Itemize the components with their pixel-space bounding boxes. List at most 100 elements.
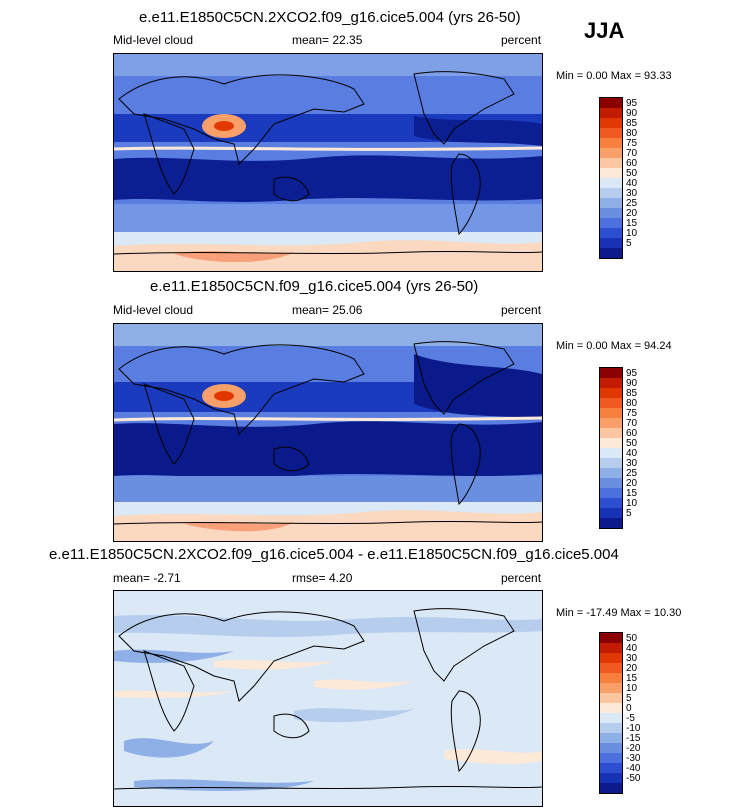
panel1-colorbar-label: 10 bbox=[626, 228, 638, 239]
panel2-left-label: Mid-level cloud bbox=[113, 303, 194, 317]
panel2-colorbar-label: 20 bbox=[626, 478, 638, 489]
panel2-colorbar-label: 50 bbox=[626, 438, 638, 449]
panel2-colorbar-swatch bbox=[600, 468, 622, 478]
panel1-colorbar-label: 85 bbox=[626, 118, 638, 129]
panel3-colorbar-label: 0 bbox=[626, 703, 632, 714]
panel1-colorbar-swatch bbox=[600, 108, 622, 118]
panel1-colorbar-label: 20 bbox=[626, 208, 638, 219]
panel1-colorbar-label: 50 bbox=[626, 168, 638, 179]
panel3-colorbar-swatch bbox=[600, 663, 622, 673]
panel3-colorbar-swatch bbox=[600, 683, 622, 693]
panel3-colorbar-swatch bbox=[600, 773, 622, 783]
panel1-colorbar-swatch bbox=[600, 158, 622, 168]
panel3-colorbar-label: 20 bbox=[626, 663, 638, 674]
panel2-title: e.e11.E1850C5CN.f09_g16.cice5.004 (yrs 2… bbox=[150, 278, 479, 295]
panel3-colorbar bbox=[599, 632, 623, 794]
panel3-colorbar-label: -30 bbox=[626, 753, 641, 764]
panel1-colorbar-swatch bbox=[600, 128, 622, 138]
panel1-colorbar-label: 15 bbox=[626, 218, 638, 229]
panel2-colorbar-swatch bbox=[600, 378, 622, 388]
panel1-colorbar-label: 40 bbox=[626, 178, 638, 189]
panel2-colorbar-label: 40 bbox=[626, 448, 638, 459]
panel3-minmax: Min = -17.49 Max = 10.30 bbox=[556, 607, 682, 619]
panel1-mean-label: mean= 22.35 bbox=[292, 33, 363, 47]
panel2-colorbar-label: 60 bbox=[626, 428, 638, 439]
panel3-colorbar-swatch bbox=[600, 633, 622, 643]
panel1-colorbar-swatch bbox=[600, 98, 622, 108]
panel2-colorbar-label: 30 bbox=[626, 458, 638, 469]
panel2-colorbar-swatch bbox=[600, 498, 622, 508]
panel1-colorbar-swatch bbox=[600, 198, 622, 208]
panel2-colorbar-swatch bbox=[600, 408, 622, 418]
panel3-map bbox=[113, 590, 543, 807]
panel2-colorbar-swatch bbox=[600, 368, 622, 378]
panel2-colorbar-swatch bbox=[600, 508, 622, 518]
panel3-colorbar-swatch bbox=[600, 753, 622, 763]
panel1-map bbox=[113, 53, 543, 272]
panel2-colorbar-label: 70 bbox=[626, 418, 638, 429]
panel1-colorbar-swatch bbox=[600, 188, 622, 198]
panel2-colorbar-swatch bbox=[600, 518, 622, 528]
panel3-units-label: percent bbox=[501, 571, 542, 585]
panel1-title: e.e11.E1850C5CN.2XCO2.f09_g16.cice5.004 … bbox=[139, 9, 521, 26]
panel2-colorbar-label: 5 bbox=[626, 508, 632, 519]
panel2-colorbar-swatch bbox=[600, 438, 622, 448]
panel1-units-label: percent bbox=[501, 33, 542, 47]
panel3-colorbar-swatch bbox=[600, 673, 622, 683]
panel1-colorbar-swatch bbox=[600, 118, 622, 128]
panel3-colorbar-swatch bbox=[600, 643, 622, 653]
panel1-colorbar-swatch bbox=[600, 238, 622, 248]
panel3-colorbar-swatch bbox=[600, 703, 622, 713]
panel2-colorbar-swatch bbox=[600, 398, 622, 408]
panel1-colorbar-swatch bbox=[600, 218, 622, 228]
panel3-colorbar-swatch bbox=[600, 713, 622, 723]
panel1-colorbar-label: 75 bbox=[626, 138, 638, 149]
panel1-colorbar-label: 30 bbox=[626, 188, 638, 199]
panel1-minmax: Min = 0.00 Max = 93.33 bbox=[556, 70, 672, 82]
panel2-colorbar-swatch bbox=[600, 478, 622, 488]
panel3-colorbar-label: -40 bbox=[626, 763, 641, 774]
panel3-colorbar-label: 10 bbox=[626, 683, 638, 694]
panel1-colorbar-label: 60 bbox=[626, 158, 638, 169]
panel3-title: e.e11.E1850C5CN.2XCO2.f09_g16.cice5.004 … bbox=[49, 546, 619, 563]
panel1-colorbar-label: 70 bbox=[626, 148, 638, 159]
panel2-colorbar-swatch bbox=[600, 488, 622, 498]
panel2-colorbar-swatch bbox=[600, 448, 622, 458]
panel2-map bbox=[113, 323, 543, 542]
panel2-colorbar-swatch bbox=[600, 388, 622, 398]
panel1-colorbar-swatch bbox=[600, 228, 622, 238]
panel3-colorbar-label: -15 bbox=[626, 733, 641, 744]
panel2-colorbar-label: 85 bbox=[626, 388, 638, 399]
panel3-colorbar-label: 5 bbox=[626, 693, 632, 704]
panel2-colorbar-label: 95 bbox=[626, 368, 638, 379]
panel3-colorbar-swatch bbox=[600, 693, 622, 703]
panel3-colorbar-swatch bbox=[600, 763, 622, 773]
panel3-colorbar-label: -5 bbox=[626, 713, 635, 724]
panel3-colorbar-label: 40 bbox=[626, 643, 638, 654]
panel2-mean-label: mean= 25.06 bbox=[292, 303, 363, 317]
panel3-colorbar-label: -50 bbox=[626, 773, 641, 784]
panel3-colorbar-label: -20 bbox=[626, 743, 641, 754]
panel1-colorbar bbox=[599, 97, 623, 259]
panel3-colorbar-label: -10 bbox=[626, 723, 641, 734]
panel3-colorbar-swatch bbox=[600, 653, 622, 663]
panel3-colorbar-label: 30 bbox=[626, 653, 638, 664]
season-label: JJA bbox=[584, 18, 625, 43]
panel1-left-label: Mid-level cloud bbox=[113, 33, 194, 47]
panel3-colorbar-label: 50 bbox=[626, 633, 638, 644]
panel3-colorbar-swatch bbox=[600, 723, 622, 733]
panel2-colorbar-swatch bbox=[600, 428, 622, 438]
panel1-colorbar-label: 90 bbox=[626, 108, 638, 119]
panel2-colorbar bbox=[599, 367, 623, 529]
panel1-colorbar-label: 5 bbox=[626, 238, 632, 249]
panel2-units-label: percent bbox=[501, 303, 542, 317]
panel1-colorbar-swatch bbox=[600, 208, 622, 218]
panel3-colorbar-swatch bbox=[600, 743, 622, 753]
panel3-mean-label: mean= -2.71 bbox=[113, 571, 181, 585]
panel3-colorbar-label: 15 bbox=[626, 673, 638, 684]
panel1-colorbar-label: 95 bbox=[626, 98, 638, 109]
panel1-colorbar-swatch bbox=[600, 168, 622, 178]
panel2-colorbar-label: 90 bbox=[626, 378, 638, 389]
panel3-colorbar-swatch bbox=[600, 733, 622, 743]
panel1-colorbar-swatch bbox=[600, 138, 622, 148]
